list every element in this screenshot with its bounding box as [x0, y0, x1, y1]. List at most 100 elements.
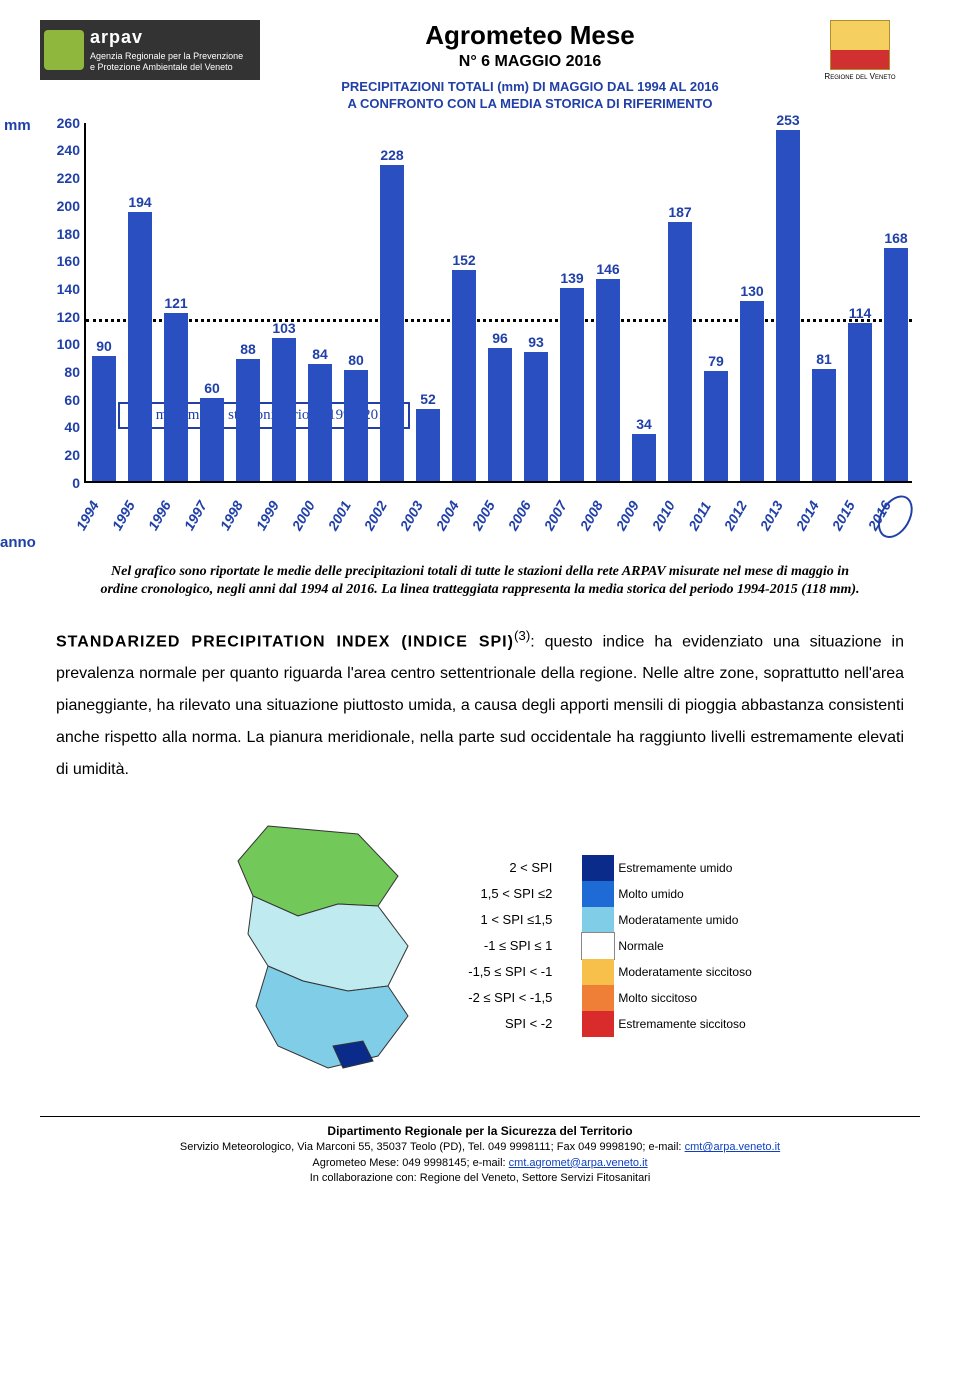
- bar: [632, 434, 656, 481]
- logo-brand: arpav: [90, 27, 243, 49]
- y-tick: 220: [40, 170, 84, 186]
- bar-value-label: 34: [636, 416, 652, 432]
- x-year-label: 2000: [289, 498, 318, 533]
- bar: [92, 356, 116, 481]
- bar: [236, 359, 260, 481]
- region-caption: Regione del Veneto: [800, 72, 920, 81]
- spi-color-cell: [582, 855, 614, 881]
- bar: [308, 364, 332, 480]
- bar-value-label: 93: [528, 334, 544, 350]
- y-tick: 160: [40, 253, 84, 269]
- x-year-label: 2013: [757, 498, 786, 533]
- bar-value-label: 52: [420, 391, 436, 407]
- footer-dept: Dipartimento Regionale per la Sicurezza …: [40, 1123, 920, 1140]
- bar-value-label: 60: [204, 380, 220, 396]
- spi-label: Estremamente siccitoso: [618, 1011, 751, 1037]
- bar: [776, 130, 800, 480]
- spi-block: 2 < SPI1,5 < SPI ≤21 < SPI ≤1,5-1 ≤ SPI …: [40, 816, 920, 1076]
- logo-text: arpav Agenzia Regionale per la Prevenzio…: [90, 27, 243, 72]
- footer-line4: In collaborazione con: Regione del Venet…: [40, 1171, 920, 1186]
- footer-l2-link[interactable]: cmt@arpa.veneto.it: [685, 1141, 781, 1153]
- spi-label: Normale: [618, 933, 751, 959]
- spi-scale: Estremamente umidoMolto umidoModeratamen…: [582, 855, 751, 1037]
- bar: [812, 369, 836, 481]
- x-year-label: 2004: [433, 498, 462, 533]
- precip-chart: mm anno 02040608010012014016018020022024…: [40, 123, 920, 543]
- spi-range: 2 < SPI: [468, 855, 552, 881]
- x-year-label: 1996: [145, 498, 174, 533]
- bar-value-label: 90: [96, 338, 112, 354]
- bar: [740, 301, 764, 481]
- spi-paragraph: STANDARIZED PRECIPITATION INDEX (INDICE …: [56, 623, 904, 786]
- footer-l2-text: Servizio Meteorologico, Via Marconi 55, …: [180, 1141, 685, 1153]
- x-year-label: 2010: [649, 498, 678, 533]
- chart-caption: Nel grafico sono riportate le medie dell…: [100, 563, 860, 599]
- bar-value-label: 253: [776, 112, 799, 128]
- footer-l3-link[interactable]: cmt.agromet@arpa.veneto.it: [509, 1157, 648, 1169]
- crest-icon: [830, 20, 890, 70]
- bar: [452, 270, 476, 480]
- x-year-label: 2003: [397, 498, 426, 533]
- bar: [596, 279, 620, 481]
- arpav-logo: arpav Agenzia Regionale per la Prevenzio…: [40, 20, 260, 80]
- y-tick: 80: [40, 364, 84, 380]
- spi-color-cell: [582, 1011, 614, 1037]
- x-year-label: 1997: [181, 498, 210, 533]
- bar: [272, 338, 296, 481]
- bar: [704, 371, 728, 480]
- x-year-label: 2012: [721, 498, 750, 533]
- y-tick: 40: [40, 419, 84, 435]
- x-year-label: 2015: [829, 498, 858, 533]
- spi-color-cell: [582, 907, 614, 933]
- y-tick: 20: [40, 447, 84, 463]
- spi-label-list: Estremamente umidoMolto umidoModeratamen…: [618, 855, 751, 1037]
- bar-value-label: 81: [816, 351, 832, 367]
- bar-value-label: 103: [272, 320, 295, 336]
- logo-line1: Agenzia Regionale per la Prevenzione: [90, 51, 243, 61]
- bar-value-label: 80: [348, 352, 364, 368]
- spi-range-list: 2 < SPI1,5 < SPI ≤21 < SPI ≤1,5-1 ≤ SPI …: [468, 855, 552, 1037]
- bar: [488, 348, 512, 481]
- page-subtitle: N° 6 MAGGIO 2016: [260, 53, 800, 71]
- bar-value-label: 139: [560, 270, 583, 286]
- spi-colorbar: [582, 855, 614, 1037]
- bar-value-label: 88: [240, 341, 256, 357]
- page-title: Agrometeo Mese: [260, 20, 800, 51]
- spi-lead: STANDARIZED PRECIPITATION INDEX (INDICE …: [56, 633, 514, 650]
- x-year-label: 2009: [613, 498, 642, 533]
- y-tick: 0: [40, 475, 84, 491]
- bar-value-label: 121: [164, 295, 187, 311]
- bar-value-label: 79: [708, 353, 724, 369]
- title-block: Agrometeo Mese N° 6 MAGGIO 2016 PRECIPIT…: [260, 20, 800, 113]
- logo-line2: e Protezione Ambientale del Veneto: [90, 62, 233, 72]
- bar-value-label: 187: [668, 204, 691, 220]
- spi-sup: (3): [514, 628, 530, 643]
- footer-line3: Agrometeo Mese: 049 9998145; e-mail: cmt…: [40, 1156, 920, 1171]
- footer: Dipartimento Regionale per la Sicurezza …: [40, 1123, 920, 1186]
- bar-value-label: 194: [128, 194, 151, 210]
- spi-color-cell: [582, 985, 614, 1011]
- chart-title-line2: A CONFRONTO CON LA MEDIA STORICA DI RIFE…: [260, 96, 800, 113]
- bar: [524, 352, 548, 481]
- y-tick: 100: [40, 336, 84, 352]
- y-tick: 120: [40, 309, 84, 325]
- bar-value-label: 228: [380, 147, 403, 163]
- spi-text: : questo indice ha evidenziato una situa…: [56, 633, 904, 778]
- y-tick: 240: [40, 142, 84, 158]
- x-year-label: 2014: [793, 498, 822, 533]
- bar-value-label: 84: [312, 346, 328, 362]
- y-tick: 180: [40, 226, 84, 242]
- y-tick: 260: [40, 115, 84, 131]
- bar-value-label: 96: [492, 330, 508, 346]
- y-axis-unit: mm: [4, 117, 31, 134]
- spi-label: Moderatamente siccitoso: [618, 959, 751, 985]
- spi-range: -2 ≤ SPI < -1,5: [468, 985, 552, 1011]
- bar: [668, 222, 692, 481]
- spi-color-cell: [582, 881, 614, 907]
- y-tick: 140: [40, 281, 84, 297]
- spi-label: Estremamente umido: [618, 855, 751, 881]
- footer-separator: [40, 1116, 920, 1117]
- x-year-label: 1999: [253, 498, 282, 533]
- x-year-label: 2007: [541, 498, 570, 533]
- spi-range: SPI < -2: [468, 1011, 552, 1037]
